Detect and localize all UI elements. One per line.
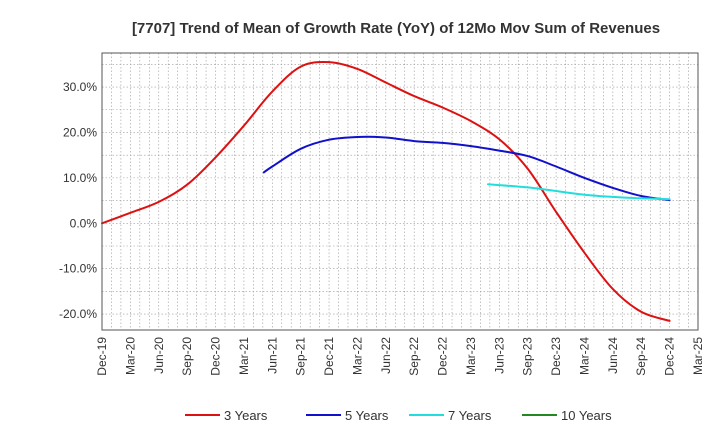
series-lines [101,60,671,322]
x-tick-label: Sep-23 [521,337,535,376]
series-line-3-years [101,60,671,322]
legend-label: 7 Years [448,408,492,423]
series-line-7-years [487,183,671,201]
y-tick-label: 30.0% [63,80,97,94]
x-tick-label: Jun-23 [492,337,506,374]
y-tick-labels: 30.0% 20.0% 10.0% 0.0% -10.0% -20.0% [59,80,97,321]
x-tick-label: Jun-20 [152,337,166,374]
x-tick-label: Mar-21 [237,337,251,375]
x-tick-label: Dec-22 [436,337,450,376]
x-tick-label: Jun-24 [606,337,620,374]
plot-frame [101,52,699,331]
x-tick-label: Mar-23 [464,337,478,375]
x-tick-label: Mar-24 [577,337,591,375]
legend-label: 5 Years [345,408,389,423]
x-tick-label: Dec-23 [549,337,563,376]
legend: 3 Years 5 Years 7 Years 10 Years [185,408,612,423]
x-tick-label: Dec-19 [95,337,109,376]
x-tick-label: Sep-20 [180,337,194,376]
x-tick-label: Mar-20 [123,337,137,375]
y-tick-label: 0.0% [70,216,98,230]
x-tick-label: Mar-22 [350,337,364,375]
y-tick-label: 10.0% [63,171,97,185]
x-tick-label: Mar-25 [691,337,705,375]
legend-label: 3 Years [224,408,268,423]
x-tick-label: Sep-24 [634,337,648,376]
x-tick-label: Dec-24 [663,337,677,376]
x-tick-label: Dec-21 [322,337,336,376]
y-tick-label: -10.0% [59,262,97,276]
x-tick-label: Jun-22 [379,337,393,374]
y-tick-label: -20.0% [59,307,97,321]
legend-label: 10 Years [561,408,612,423]
y-tick-label: 20.0% [63,125,97,139]
series-line-5-years [262,135,671,202]
x-tick-label: Sep-21 [294,337,308,376]
grid [101,53,699,330]
x-tick-labels: Dec-19 Mar-20 Jun-20 Sep-20 Dec-20 Mar-21 Jun-… [95,337,705,376]
x-tick-label: Dec-20 [209,337,223,376]
x-tick-label: Jun-21 [265,337,279,374]
x-tick-label: Sep-22 [407,337,421,376]
chart-title: [7707] Trend of Mean of Growth Rate (YoY… [132,20,660,37]
